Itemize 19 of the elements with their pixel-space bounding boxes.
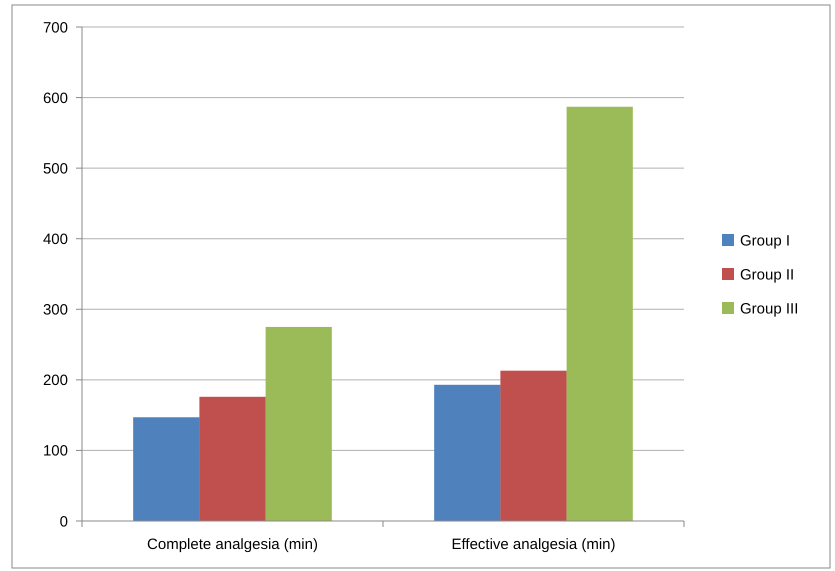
y-tick-label: 500: [42, 160, 68, 178]
x-tick-label: Complete analgesia (min): [147, 536, 318, 553]
legend-label: Group III: [740, 300, 798, 318]
legend-label: Group I: [740, 232, 790, 250]
y-tick-label: 300: [42, 302, 68, 319]
y-tick-label: 200: [42, 372, 68, 390]
y-tick-label: 100: [42, 442, 68, 460]
bar: [133, 417, 200, 521]
bar: [566, 106, 633, 521]
y-tick-label: 0: [60, 513, 68, 530]
y-tick-label: 700: [42, 19, 68, 36]
bar: [266, 326, 332, 521]
bar: [434, 384, 500, 521]
y-tick-label: 600: [42, 90, 68, 107]
bar: [500, 370, 567, 521]
x-tick-label: Effective analgesia (min): [452, 536, 616, 553]
y-tick-label: 400: [42, 230, 68, 248]
bar: [199, 396, 266, 521]
legend-label: Group II: [740, 266, 794, 284]
